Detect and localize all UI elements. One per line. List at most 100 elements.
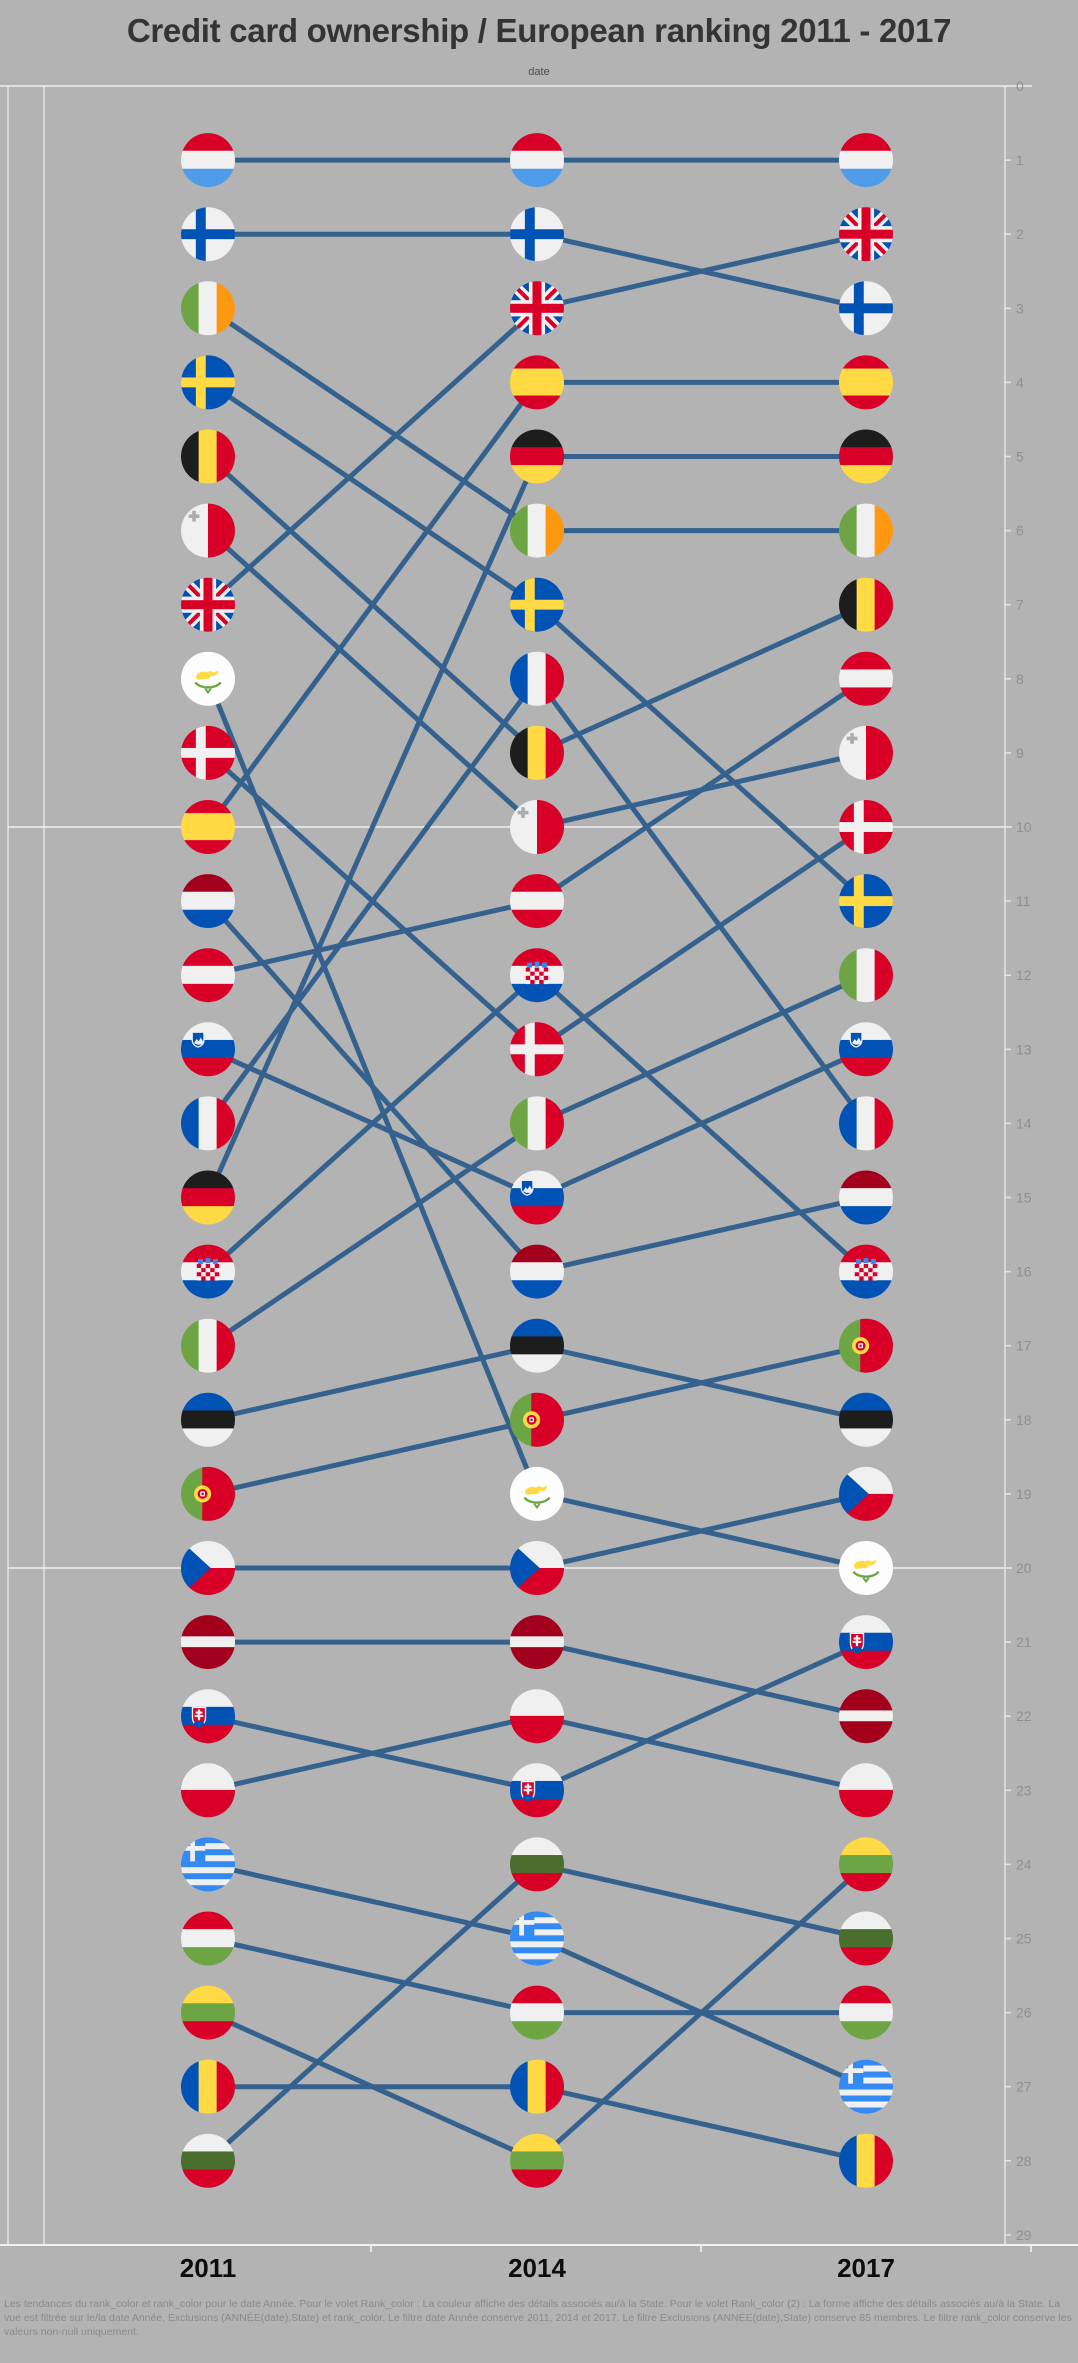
flag-mark-hr-2011[interactable]	[179, 1244, 237, 1299]
x-tick-label-2014: 2014	[508, 2253, 566, 2283]
flag-mark-lu-2011[interactable]	[179, 133, 237, 188]
y-tick-label: 27	[1016, 2079, 1032, 2095]
y-tick-label: 26	[1016, 2005, 1032, 2021]
flag-mark-si-2017[interactable]	[837, 1022, 895, 1077]
trend-line-be-2014-2017	[535, 602, 868, 756]
flag-mark-lu-2014[interactable]	[508, 133, 566, 188]
flag-mark-lt-2011[interactable]	[179, 1985, 237, 2040]
trend-line-es-2011-2014	[205, 380, 540, 829]
flag-mark-de-2014[interactable]	[508, 429, 566, 484]
flag-mark-it-2017[interactable]	[839, 946, 894, 1004]
flag-mark-ie-2014[interactable]	[510, 502, 565, 560]
flag-mark-cz-2011[interactable]	[179, 1539, 237, 1597]
y-tick-label: 14	[1016, 1115, 1032, 1131]
trend-line-pl-2014-2017	[536, 1713, 867, 1793]
flag-mark-si-2011[interactable]	[179, 1022, 237, 1077]
flag-mark-it-2011[interactable]	[181, 1317, 236, 1375]
flag-mark-lt-2014[interactable]	[508, 2133, 566, 2188]
chart-title: Credit card ownership / European ranking…	[126, 12, 952, 49]
flag-mark-pl-2017[interactable]	[837, 1763, 895, 1818]
flag-mark-cy-2017[interactable]	[837, 1539, 895, 1597]
flag-mark-fi-2014[interactable]	[508, 205, 566, 263]
flag-mark-se-2014[interactable]	[508, 576, 566, 634]
flag-mark-gr-2014[interactable]	[508, 1910, 566, 1966]
flag-mark-ro-2011[interactable]	[181, 2058, 236, 2116]
flag-mark-at-2014[interactable]	[508, 874, 566, 929]
flag-mark-nl-2011[interactable]	[179, 874, 237, 929]
flag-mark-dk-2017[interactable]	[837, 798, 895, 856]
flag-mark-sk-2014[interactable]	[508, 1763, 566, 1818]
flag-mark-dk-2011[interactable]	[179, 724, 237, 782]
flag-mark-ee-2014[interactable]	[508, 1318, 566, 1373]
flag-mark-lv-2011[interactable]	[179, 1615, 237, 1670]
flag-mark-fi-2017[interactable]	[837, 280, 895, 338]
flag-mark-mt-2017[interactable]	[837, 724, 895, 782]
trend-line-ro-2014-2017	[536, 2084, 867, 2164]
flag-mark-be-2014[interactable]	[510, 724, 565, 782]
flag-mark-cz-2017[interactable]	[837, 1465, 895, 1523]
flag-mark-pt-2011[interactable]	[181, 1465, 236, 1523]
flag-mark-de-2011[interactable]	[179, 1170, 237, 1225]
trend-line-hu-2011-2014	[207, 1936, 538, 2016]
trend-line-gb-2014-2017	[536, 231, 867, 311]
flag-mark-ie-2017[interactable]	[839, 502, 894, 560]
flag-mark-at-2017[interactable]	[837, 651, 895, 706]
flag-mark-bg-2017[interactable]	[837, 1911, 895, 1966]
flag-mark-fr-2014[interactable]	[510, 650, 565, 708]
trend-line-sk-2014-2017	[535, 1639, 868, 1793]
flag-mark-at-2011[interactable]	[179, 948, 237, 1003]
flag-mark-cy-2011[interactable]	[179, 650, 237, 708]
flag-mark-gb-2017[interactable]	[835, 204, 896, 265]
flag-mark-se-2011[interactable]	[179, 354, 237, 412]
flag-mark-fr-2011[interactable]	[181, 1095, 236, 1153]
flag-mark-dk-2014[interactable]	[508, 1021, 566, 1079]
flag-mark-ee-2011[interactable]	[179, 1392, 237, 1447]
flag-mark-sk-2017[interactable]	[837, 1615, 895, 1670]
flag-mark-gr-2017[interactable]	[837, 2058, 895, 2114]
flag-mark-bg-2011[interactable]	[179, 2133, 237, 2188]
flag-mark-lv-2017[interactable]	[837, 1689, 895, 1744]
flag-mark-it-2014[interactable]	[510, 1095, 565, 1153]
flag-mark-be-2011[interactable]	[181, 428, 236, 486]
flag-mark-hu-2014[interactable]	[508, 1985, 566, 2040]
y-tick-label: 13	[1016, 1041, 1032, 1057]
y-tick-label: 9	[1016, 745, 1024, 761]
flag-mark-hu-2017[interactable]	[837, 1985, 895, 2040]
flag-mark-hr-2017[interactable]	[837, 1244, 895, 1299]
y-tick-label: 15	[1016, 1190, 1032, 1206]
flag-mark-si-2014[interactable]	[508, 1170, 566, 1225]
flag-mark-pt-2017[interactable]	[839, 1317, 894, 1375]
flag-mark-hr-2014[interactable]	[508, 948, 566, 1003]
y-tick-label: 5	[1016, 449, 1024, 465]
flag-mark-ie-2011[interactable]	[181, 280, 236, 338]
flag-mark-ro-2017[interactable]	[839, 2132, 894, 2190]
flag-mark-cz-2014[interactable]	[508, 1539, 566, 1597]
flag-mark-cy-2014[interactable]	[508, 1465, 566, 1523]
flag-mark-hu-2011[interactable]	[179, 1911, 237, 1966]
flag-mark-gr-2011[interactable]	[179, 1836, 237, 1892]
trend-line-pt-2014-2017	[536, 1343, 867, 1423]
flag-mark-nl-2014[interactable]	[508, 1244, 566, 1299]
flag-mark-de-2017[interactable]	[837, 429, 895, 484]
flag-mark-ee-2017[interactable]	[837, 1392, 895, 1447]
trend-line-de-2011-2014	[205, 455, 540, 1199]
flag-mark-es-2014[interactable]	[508, 355, 566, 410]
flag-mark-fr-2017[interactable]	[839, 1095, 894, 1153]
flag-mark-sk-2011[interactable]	[179, 1689, 237, 1744]
flag-mark-es-2017[interactable]	[837, 355, 895, 410]
flag-mark-be-2017[interactable]	[839, 576, 894, 634]
flag-mark-pl-2011[interactable]	[179, 1763, 237, 1818]
y-tick-label: 4	[1016, 374, 1024, 390]
flag-mark-lt-2017[interactable]	[837, 1837, 895, 1892]
flag-mark-nl-2017[interactable]	[837, 1170, 895, 1225]
flag-mark-pl-2014[interactable]	[508, 1689, 566, 1744]
flag-mark-ro-2014[interactable]	[510, 2058, 565, 2116]
flag-mark-se-2017[interactable]	[837, 872, 895, 930]
flag-mark-lv-2014[interactable]	[508, 1615, 566, 1670]
flag-mark-bg-2014[interactable]	[508, 1837, 566, 1892]
flag-mark-lu-2017[interactable]	[837, 133, 895, 188]
flag-mark-fi-2011[interactable]	[179, 205, 237, 263]
y-tick-label: 6	[1016, 523, 1024, 539]
flag-mark-es-2011[interactable]	[179, 800, 237, 855]
